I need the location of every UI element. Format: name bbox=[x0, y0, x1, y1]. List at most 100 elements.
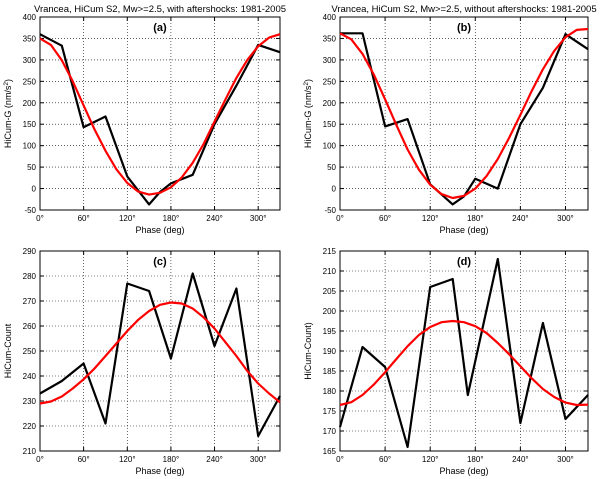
y-axis-label-main: HiCum-G (nm/s bbox=[303, 85, 313, 148]
y-tick-label: 150 bbox=[323, 120, 337, 129]
x-tick-label: 300° bbox=[557, 455, 574, 464]
x-tick-label: 300° bbox=[557, 214, 574, 223]
x-tick-label: 0° bbox=[36, 455, 44, 464]
panel-label: (b) bbox=[457, 22, 471, 34]
y-tick-label: 180 bbox=[323, 387, 337, 396]
plot-area bbox=[340, 17, 588, 210]
y-tick-label: 350 bbox=[323, 34, 337, 43]
y-tick-label: 300 bbox=[323, 56, 337, 65]
x-tick-label: 0° bbox=[336, 455, 344, 464]
y-axis-label-tail: ) bbox=[303, 79, 313, 82]
y-tick-label: 170 bbox=[323, 427, 337, 436]
y-axis-label-main: HiCum-Count bbox=[3, 323, 13, 378]
y-tick-label: 220 bbox=[23, 422, 37, 431]
y-tick-label: 210 bbox=[323, 267, 337, 276]
x-tick-label: 0° bbox=[36, 214, 44, 223]
y-tick-label: 205 bbox=[323, 287, 337, 296]
fitted-series-line bbox=[339, 319, 589, 407]
x-tick-label: 240° bbox=[206, 214, 223, 223]
x-tick-label: 0° bbox=[336, 214, 344, 223]
y-axis-label-superscript: 2 bbox=[3, 82, 10, 86]
y-tick-label: 300 bbox=[23, 56, 37, 65]
x-tick-label: 180° bbox=[467, 214, 484, 223]
y-tick-label: 280 bbox=[23, 272, 37, 281]
chart-panel-1: 0° 60° 120° 180° 240° 300° -50 0 50 100 150 200 250 3… bbox=[3, 4, 286, 235]
y-tick-label: 50 bbox=[327, 163, 336, 172]
observed-series-line bbox=[338, 257, 589, 449]
y-tick-label: 200 bbox=[23, 99, 37, 108]
y-tick-label: 200 bbox=[323, 99, 337, 108]
y-tick-label: 0 bbox=[332, 185, 337, 194]
y-tick-label: 175 bbox=[323, 407, 337, 416]
y-tick-label: 230 bbox=[23, 397, 37, 406]
chart-title: Vrancea, HiCum S2, Mw>=2.5, without afte… bbox=[331, 4, 596, 15]
y-tick-label: 100 bbox=[323, 142, 337, 151]
y-axis-label: HiCum-Count) bbox=[303, 322, 313, 380]
y-tick-label: 200 bbox=[323, 307, 337, 316]
y-axis-label: HiCum-G (nm/s2) bbox=[3, 79, 13, 148]
x-tick-label: 60° bbox=[379, 214, 391, 223]
y-tick-label: 215 bbox=[323, 247, 337, 256]
y-tick-label: 0 bbox=[32, 185, 37, 194]
y-axis-label: HiCum-G (nm/s2) bbox=[303, 79, 313, 148]
y-tick-label: 195 bbox=[323, 327, 337, 336]
y-tick-label: 400 bbox=[23, 13, 37, 22]
y-tick-label: 250 bbox=[23, 77, 37, 86]
y-tick-label: 100 bbox=[23, 142, 37, 151]
x-axis-label: Phase (deg) bbox=[135, 466, 184, 476]
x-tick-label: 60° bbox=[78, 214, 90, 223]
y-tick-label: 290 bbox=[23, 247, 37, 256]
x-tick-label: 300° bbox=[250, 455, 267, 464]
x-axis-label: Phase (deg) bbox=[439, 225, 488, 235]
fitted-series-line bbox=[39, 301, 281, 405]
x-tick-label: 120° bbox=[119, 214, 136, 223]
chart-panel-2: 0° 60° 120° 180° 240° 300° -50 0 50 100 150 200 250 3… bbox=[303, 4, 597, 235]
x-tick-label: 300° bbox=[250, 214, 267, 223]
axes-frame bbox=[39, 16, 281, 211]
y-axis-label-superscript: 2 bbox=[303, 82, 310, 86]
x-tick-label: 60° bbox=[379, 455, 391, 464]
y-tick-label: 165 bbox=[323, 447, 337, 456]
x-tick-label: 120° bbox=[119, 455, 136, 464]
panel-label: (a) bbox=[153, 22, 167, 34]
y-tick-label: 260 bbox=[23, 322, 37, 331]
y-tick-label: 270 bbox=[23, 297, 37, 306]
x-tick-label: 60° bbox=[78, 455, 90, 464]
y-tick-label: 50 bbox=[27, 163, 36, 172]
x-tick-label: 240° bbox=[512, 214, 529, 223]
y-tick-label: 150 bbox=[23, 120, 37, 129]
y-tick-label: 250 bbox=[23, 347, 37, 356]
y-axis-label-tail: ) bbox=[3, 79, 13, 82]
fitted-series-line bbox=[339, 27, 589, 200]
y-tick-label: -50 bbox=[24, 206, 36, 215]
y-tick-label: 400 bbox=[323, 13, 337, 22]
x-tick-label: 240° bbox=[206, 455, 223, 464]
y-axis-label-main: HiCum-Count) bbox=[303, 322, 313, 380]
panel-label: (d) bbox=[457, 256, 471, 268]
y-axis-label-main: HiCum-G (nm/s bbox=[3, 85, 13, 148]
x-tick-label: 120° bbox=[422, 455, 439, 464]
y-tick-label: 190 bbox=[323, 347, 337, 356]
x-tick-label: 240° bbox=[512, 455, 529, 464]
x-tick-label: 180° bbox=[467, 455, 484, 464]
x-tick-label: 180° bbox=[163, 214, 180, 223]
x-tick-label: 180° bbox=[163, 455, 180, 464]
y-tick-label: 240 bbox=[23, 372, 37, 381]
x-axis-label: Phase (deg) bbox=[135, 225, 184, 235]
fitted-series-line bbox=[39, 33, 281, 196]
chart-panel-4: 0° 60° 120° 180° 240° 300° 165 170 175 180 185 190 1… bbox=[303, 247, 589, 476]
plot-area bbox=[40, 17, 280, 210]
y-tick-label: 350 bbox=[23, 34, 37, 43]
observed-series-line bbox=[39, 272, 281, 438]
x-axis-label: Phase (deg) bbox=[439, 466, 488, 476]
axes-frame bbox=[339, 16, 589, 211]
y-tick-label: 250 bbox=[323, 77, 337, 86]
y-tick-label: 210 bbox=[23, 447, 37, 456]
y-tick-label: 185 bbox=[323, 367, 337, 376]
x-tick-label: 120° bbox=[422, 214, 439, 223]
chart-title: Vrancea, HiCum S2, Mw>=2.5, with aftersh… bbox=[34, 4, 286, 15]
y-tick-label: -50 bbox=[324, 206, 336, 215]
panel-label: (c) bbox=[153, 256, 167, 268]
y-axis-label: HiCum-Count bbox=[3, 323, 13, 378]
